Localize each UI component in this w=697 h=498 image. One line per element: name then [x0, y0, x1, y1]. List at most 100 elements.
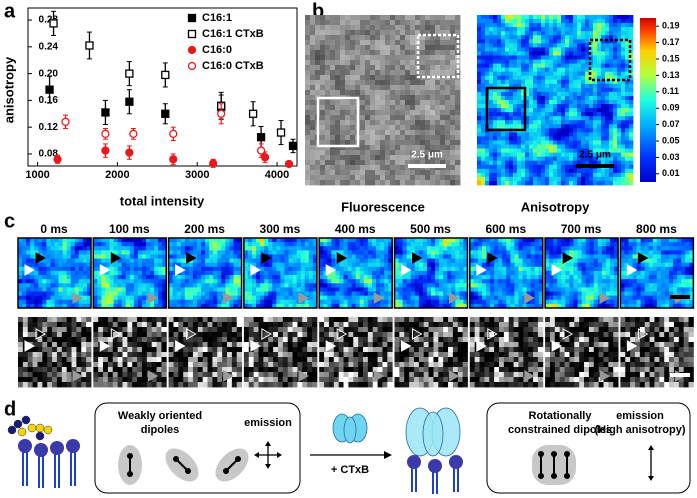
pixel: [370, 30, 376, 36]
pixel: [46, 258, 51, 264]
pixel: [58, 291, 64, 297]
pixel: [280, 270, 285, 276]
pixel: [477, 31, 482, 36]
pixel: [197, 372, 204, 378]
pixel: [256, 299, 261, 305]
pixel: [529, 35, 534, 40]
pixel: [493, 87, 498, 93]
pixel: [573, 19, 578, 24]
pixel: [405, 60, 411, 66]
pixel: [481, 67, 486, 73]
pixel: [355, 275, 361, 280]
pixel: [22, 275, 27, 280]
pixel: [192, 299, 198, 305]
pixel: [375, 170, 381, 176]
pixel: [585, 112, 590, 117]
pixel: [54, 275, 59, 280]
pixel: [233, 250, 238, 255]
pixel: [305, 155, 311, 161]
pixel: [410, 150, 416, 156]
pixel: [330, 90, 336, 96]
pixel: [273, 347, 279, 353]
pixel: [505, 116, 510, 121]
pixel: [385, 165, 391, 171]
pixel: [229, 266, 234, 272]
pixel: [400, 90, 406, 96]
pixel: [529, 104, 534, 109]
pixel: [513, 51, 518, 56]
pixel: [537, 144, 542, 149]
pixel: [327, 242, 332, 247]
pixel: [209, 238, 214, 243]
pixel: [141, 295, 147, 301]
pixel: [54, 242, 59, 247]
pixel: [585, 19, 590, 24]
pixel: [343, 279, 348, 284]
pixel: [489, 95, 494, 101]
pixel: [521, 120, 526, 125]
pixel: [320, 65, 326, 71]
pixel: [264, 303, 269, 309]
pixel: [601, 39, 606, 44]
pixel: [196, 238, 202, 243]
pixel: [258, 342, 264, 348]
pixel: [243, 322, 250, 328]
pixel: [385, 120, 391, 126]
pixel: [345, 20, 351, 26]
pixel: [93, 367, 99, 373]
pixel: [176, 275, 182, 280]
pixel: [445, 165, 451, 171]
pixel: [577, 15, 582, 20]
pixel: [264, 291, 269, 297]
pixel: [485, 67, 490, 73]
pixel: [217, 270, 222, 276]
pixel: [569, 15, 574, 20]
pixel: [351, 279, 357, 284]
pixel: [162, 275, 167, 280]
pixel: [355, 45, 361, 51]
pixel: [258, 367, 264, 373]
pixel: [585, 180, 590, 186]
pixel: [525, 128, 530, 133]
pixel: [375, 85, 381, 91]
pixel: [168, 291, 174, 297]
pixel: [201, 270, 206, 276]
pixel: [430, 25, 436, 31]
pixel: [561, 35, 566, 40]
pixel: [533, 124, 538, 129]
pixel: [312, 299, 318, 305]
pixel: [345, 160, 351, 166]
x-axis-label: total intensity: [120, 193, 205, 208]
pixel: [569, 108, 574, 113]
pixel: [380, 90, 386, 96]
pixel: [517, 27, 522, 32]
pixel: [32, 362, 38, 368]
pixel: [425, 60, 431, 66]
pixel: [569, 75, 574, 81]
pixel: [385, 75, 391, 81]
pixel: [202, 317, 208, 323]
pixel: [26, 258, 31, 264]
pixel: [489, 55, 494, 60]
pixel: [202, 377, 208, 383]
pixel: [613, 124, 618, 129]
pixel: [305, 175, 311, 181]
pixel: [415, 100, 421, 106]
pixel: [132, 332, 138, 338]
pixel: [76, 357, 82, 363]
pixel: [425, 160, 431, 166]
pixel: [537, 140, 542, 145]
pixel: [450, 15, 456, 21]
pixel: [569, 116, 574, 121]
pixel: [585, 79, 590, 85]
pixel: [400, 150, 406, 156]
pixel: [81, 342, 87, 348]
pixel: [525, 180, 530, 186]
pixel: [553, 100, 558, 105]
pixel: [509, 164, 514, 170]
pixel: [609, 160, 614, 166]
pixel: [565, 47, 570, 52]
pixel: [609, 116, 614, 121]
pixel: [365, 60, 371, 66]
pixel: [260, 291, 265, 297]
